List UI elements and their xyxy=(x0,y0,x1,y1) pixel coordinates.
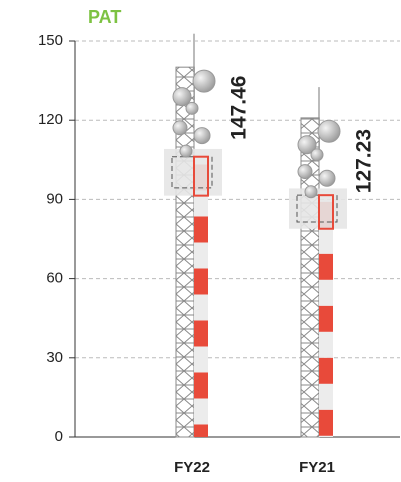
y-tick-label: 90 xyxy=(46,190,63,207)
y-tick-label: 60 xyxy=(46,270,63,287)
mast-stripe xyxy=(319,305,333,332)
dish xyxy=(172,120,188,136)
mast-stripe xyxy=(194,242,208,269)
mast-stripe xyxy=(194,346,208,373)
mast-stripe xyxy=(194,190,208,217)
dish xyxy=(304,185,318,199)
mast-stripe xyxy=(194,268,208,295)
mast-stripe xyxy=(319,383,333,410)
dish xyxy=(185,101,199,115)
tower-bar xyxy=(164,33,222,438)
dish xyxy=(318,169,336,187)
mast-stripe xyxy=(319,357,333,384)
platform-frame xyxy=(296,194,338,223)
dish xyxy=(310,148,324,162)
mast-top xyxy=(193,155,209,197)
dish xyxy=(172,87,192,107)
x-tick-label: FY22 xyxy=(174,459,210,476)
mast-stripe xyxy=(194,294,208,321)
platform-frame xyxy=(171,156,213,189)
dish xyxy=(193,127,211,145)
mast-stripe xyxy=(319,227,333,254)
value-label: 127.23 xyxy=(353,129,376,193)
mast-stripe xyxy=(194,424,208,437)
mast-top xyxy=(318,194,334,230)
mast-stripe xyxy=(194,320,208,347)
tower-bar xyxy=(289,87,347,438)
x-tick-label: FY21 xyxy=(299,459,335,476)
y-tick-label: 150 xyxy=(38,32,63,49)
dish xyxy=(179,144,193,158)
value-label: 147.46 xyxy=(228,76,251,140)
dish xyxy=(297,164,313,180)
dish xyxy=(317,119,341,143)
y-tick-label: 0 xyxy=(55,428,63,445)
mast-stripe xyxy=(194,398,208,425)
mast-stripe xyxy=(319,279,333,306)
mast-stripe xyxy=(194,216,208,243)
y-tick-label: 30 xyxy=(46,349,63,366)
mast-stripe xyxy=(319,409,333,436)
y-tick-label: 120 xyxy=(38,111,63,128)
mast-stripe xyxy=(319,253,333,280)
mast-stripe xyxy=(319,435,333,437)
mast-stripe xyxy=(194,372,208,399)
chart-title: PAT xyxy=(88,7,121,27)
dish xyxy=(297,135,317,155)
mast-stripe xyxy=(319,331,333,358)
dish xyxy=(192,69,216,93)
